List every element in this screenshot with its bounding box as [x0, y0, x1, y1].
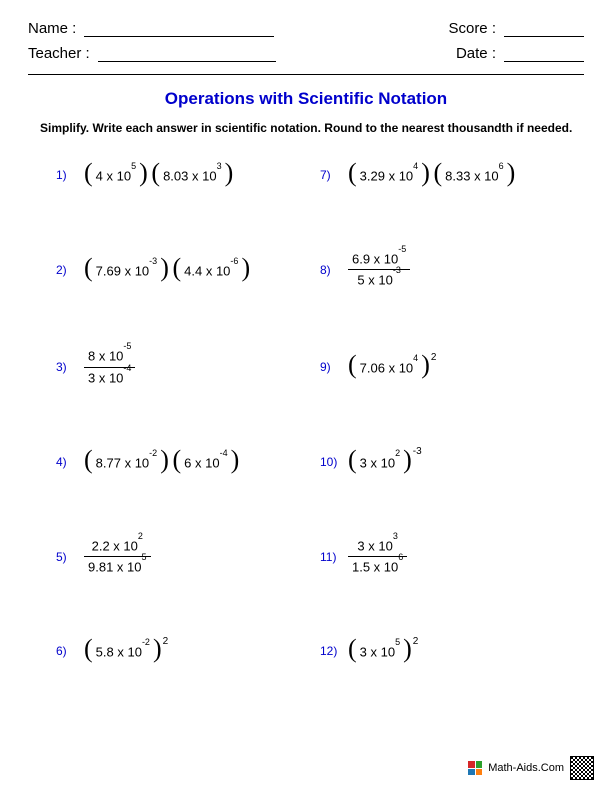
- problem: 12)(3 x 105)2: [320, 633, 574, 669]
- problem: 8)6.9 x 10-55 x 10-3: [320, 249, 574, 290]
- problem-number: 3): [56, 360, 84, 374]
- problem: 10)(3 x 102)-3: [320, 444, 574, 480]
- worksheet-page: Name : Score : Teacher : Date : Operatio…: [0, 0, 612, 679]
- expression: (7.69 x 10-3) (4.4 x 10-6): [84, 257, 250, 283]
- problem: 7)(3.29 x 104) (8.33 x 106): [320, 157, 574, 193]
- problem-number: 2): [56, 263, 84, 277]
- qr-icon: [570, 756, 594, 780]
- expression: (4 x 105) (8.03 x 103): [84, 162, 233, 188]
- footer-text: Math-Aids.Com: [488, 762, 564, 774]
- expression: (3.29 x 104) (8.33 x 106): [348, 162, 515, 188]
- expression: (5.8 x 10-2)2: [84, 638, 167, 664]
- problem-number: 9): [320, 360, 348, 374]
- score-field: Score :: [448, 20, 584, 37]
- problem-number: 8): [320, 263, 348, 277]
- header-divider: [28, 74, 584, 75]
- teacher-field: Teacher :: [28, 45, 276, 62]
- problem-number: 4): [56, 455, 84, 469]
- header-row-2: Teacher : Date :: [28, 45, 584, 62]
- name-field: Name :: [28, 20, 274, 37]
- problem-number: 6): [56, 644, 84, 658]
- problem-number: 5): [56, 550, 84, 564]
- problem: 2)(7.69 x 10-3) (4.4 x 10-6): [56, 249, 310, 290]
- problem-number: 7): [320, 168, 348, 182]
- expression: 6.9 x 10-55 x 10-3: [348, 249, 410, 290]
- problem: 1)(4 x 105) (8.03 x 103): [56, 157, 310, 193]
- problem: 4)(8.77 x 10-2) (6 x 10-4): [56, 444, 310, 480]
- instructions: Simplify. Write each answer in scientifi…: [40, 121, 584, 135]
- expression: (7.06 x 104)2: [348, 354, 435, 380]
- problem: 3)8 x 10-53 x 10-4: [56, 346, 310, 387]
- problem-number: 11): [320, 550, 348, 564]
- date-field: Date :: [456, 45, 584, 62]
- logo-icon: [468, 761, 482, 775]
- name-label: Name :: [28, 20, 84, 37]
- expression: 8 x 10-53 x 10-4: [84, 346, 135, 387]
- problem-number: 1): [56, 168, 84, 182]
- expression: 2.2 x 1029.81 x 105: [84, 536, 151, 577]
- problem: 6)(5.8 x 10-2)2: [56, 633, 310, 669]
- problem-number: 12): [320, 644, 348, 658]
- header-row-1: Name : Score :: [28, 20, 584, 37]
- problem: 11)3 x 1031.5 x 106: [320, 536, 574, 577]
- worksheet-title: Operations with Scientific Notation: [28, 89, 584, 109]
- teacher-line: [98, 61, 276, 62]
- problem-number: 10): [320, 455, 348, 469]
- problems-grid: 1)(4 x 105) (8.03 x 103) 7)(3.29 x 104) (…: [28, 157, 584, 669]
- name-line: [84, 36, 274, 37]
- problem: 9)(7.06 x 104)2: [320, 346, 574, 387]
- expression: (8.77 x 10-2) (6 x 10-4): [84, 449, 239, 475]
- score-label: Score :: [448, 20, 504, 37]
- date-line: [504, 61, 584, 62]
- problem: 5)2.2 x 1029.81 x 105: [56, 536, 310, 577]
- teacher-label: Teacher :: [28, 45, 98, 62]
- date-label: Date :: [456, 45, 504, 62]
- expression: (3 x 105)2: [348, 638, 417, 664]
- expression: 3 x 1031.5 x 106: [348, 536, 407, 577]
- score-line: [504, 36, 584, 37]
- expression: (3 x 102)-3: [348, 449, 421, 475]
- footer: Math-Aids.Com: [468, 756, 594, 780]
